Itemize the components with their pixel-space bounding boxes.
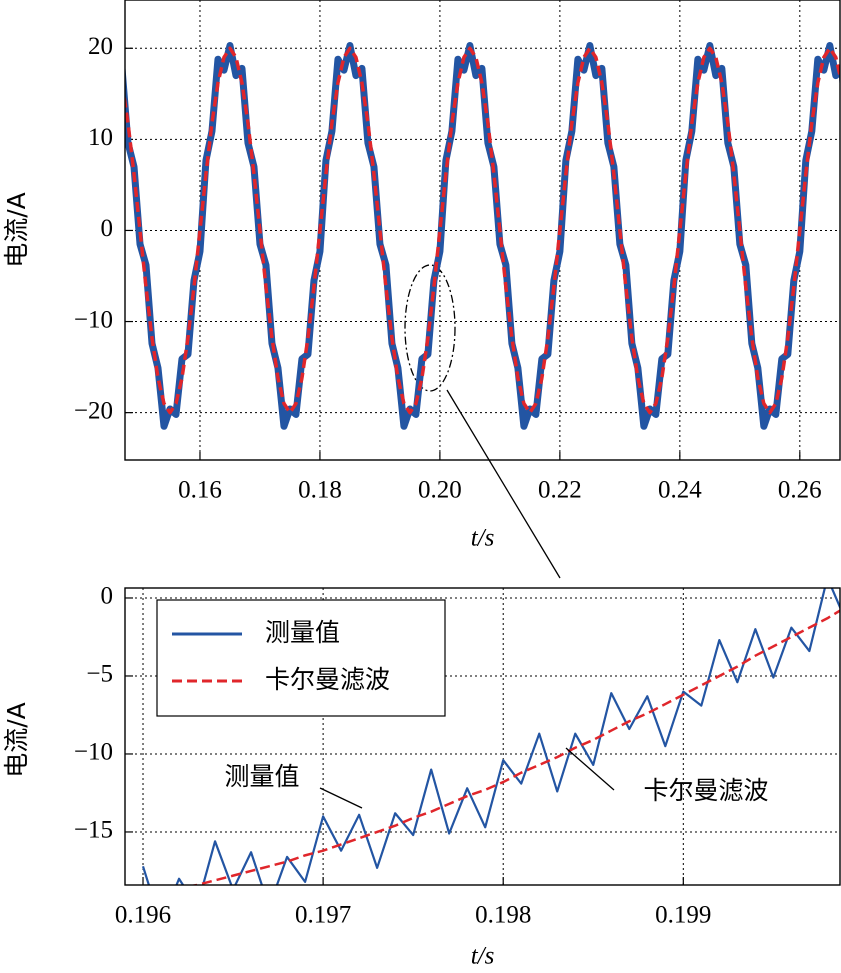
series-line [189, 609, 840, 885]
zoom-connector [446, 389, 561, 579]
series-line [141, 588, 840, 885]
annotation: 测量值 [224, 762, 299, 791]
x-tick-label: 0.198 [475, 902, 531, 929]
y-tick-label: 10 [88, 124, 113, 151]
plot-frame [124, 0, 841, 461]
annotation-arrow [565, 747, 615, 791]
x-tick-label: 0.196 [115, 902, 171, 929]
x-axis-label: t/s [471, 525, 495, 552]
plot-area [125, 42, 840, 430]
y-tick-label: −15 [74, 817, 113, 844]
y-tick-label: 0 [101, 583, 114, 610]
x-tick-label: 0.26 [778, 477, 822, 504]
x-tick-label: 0.16 [178, 477, 222, 504]
plot-frame [124, 587, 841, 886]
x-tick-label: 0.18 [298, 477, 342, 504]
y-tick-label: 20 [88, 33, 113, 60]
legend-label: 卡尔曼滤波 [265, 665, 390, 694]
y-tick-label: −10 [74, 306, 113, 333]
x-tick-label: 0.197 [295, 902, 351, 929]
annotation: 卡尔曼滤波 [643, 776, 768, 805]
series-line [125, 42, 840, 430]
x-tick-label: 0.20 [418, 477, 462, 504]
x-tick-label: 0.199 [655, 902, 711, 929]
y-tick-label: −10 [74, 739, 113, 766]
legend-label: 测量值 [265, 618, 340, 647]
zoom-ellipse [404, 264, 456, 392]
y-tick-label: −20 [74, 397, 113, 424]
y-axis-label: 电流/A [2, 192, 31, 268]
x-tick-label: 0.24 [658, 477, 702, 504]
legend-box [156, 599, 446, 717]
annotation-arrow [319, 787, 363, 809]
y-tick-label: −5 [86, 661, 113, 688]
plot-area [141, 588, 840, 885]
y-tick-label: 0 [101, 215, 114, 242]
x-axis-label: t/s [471, 943, 495, 970]
y-axis-label: 电流/A [2, 702, 31, 778]
x-tick-label: 0.22 [538, 477, 582, 504]
